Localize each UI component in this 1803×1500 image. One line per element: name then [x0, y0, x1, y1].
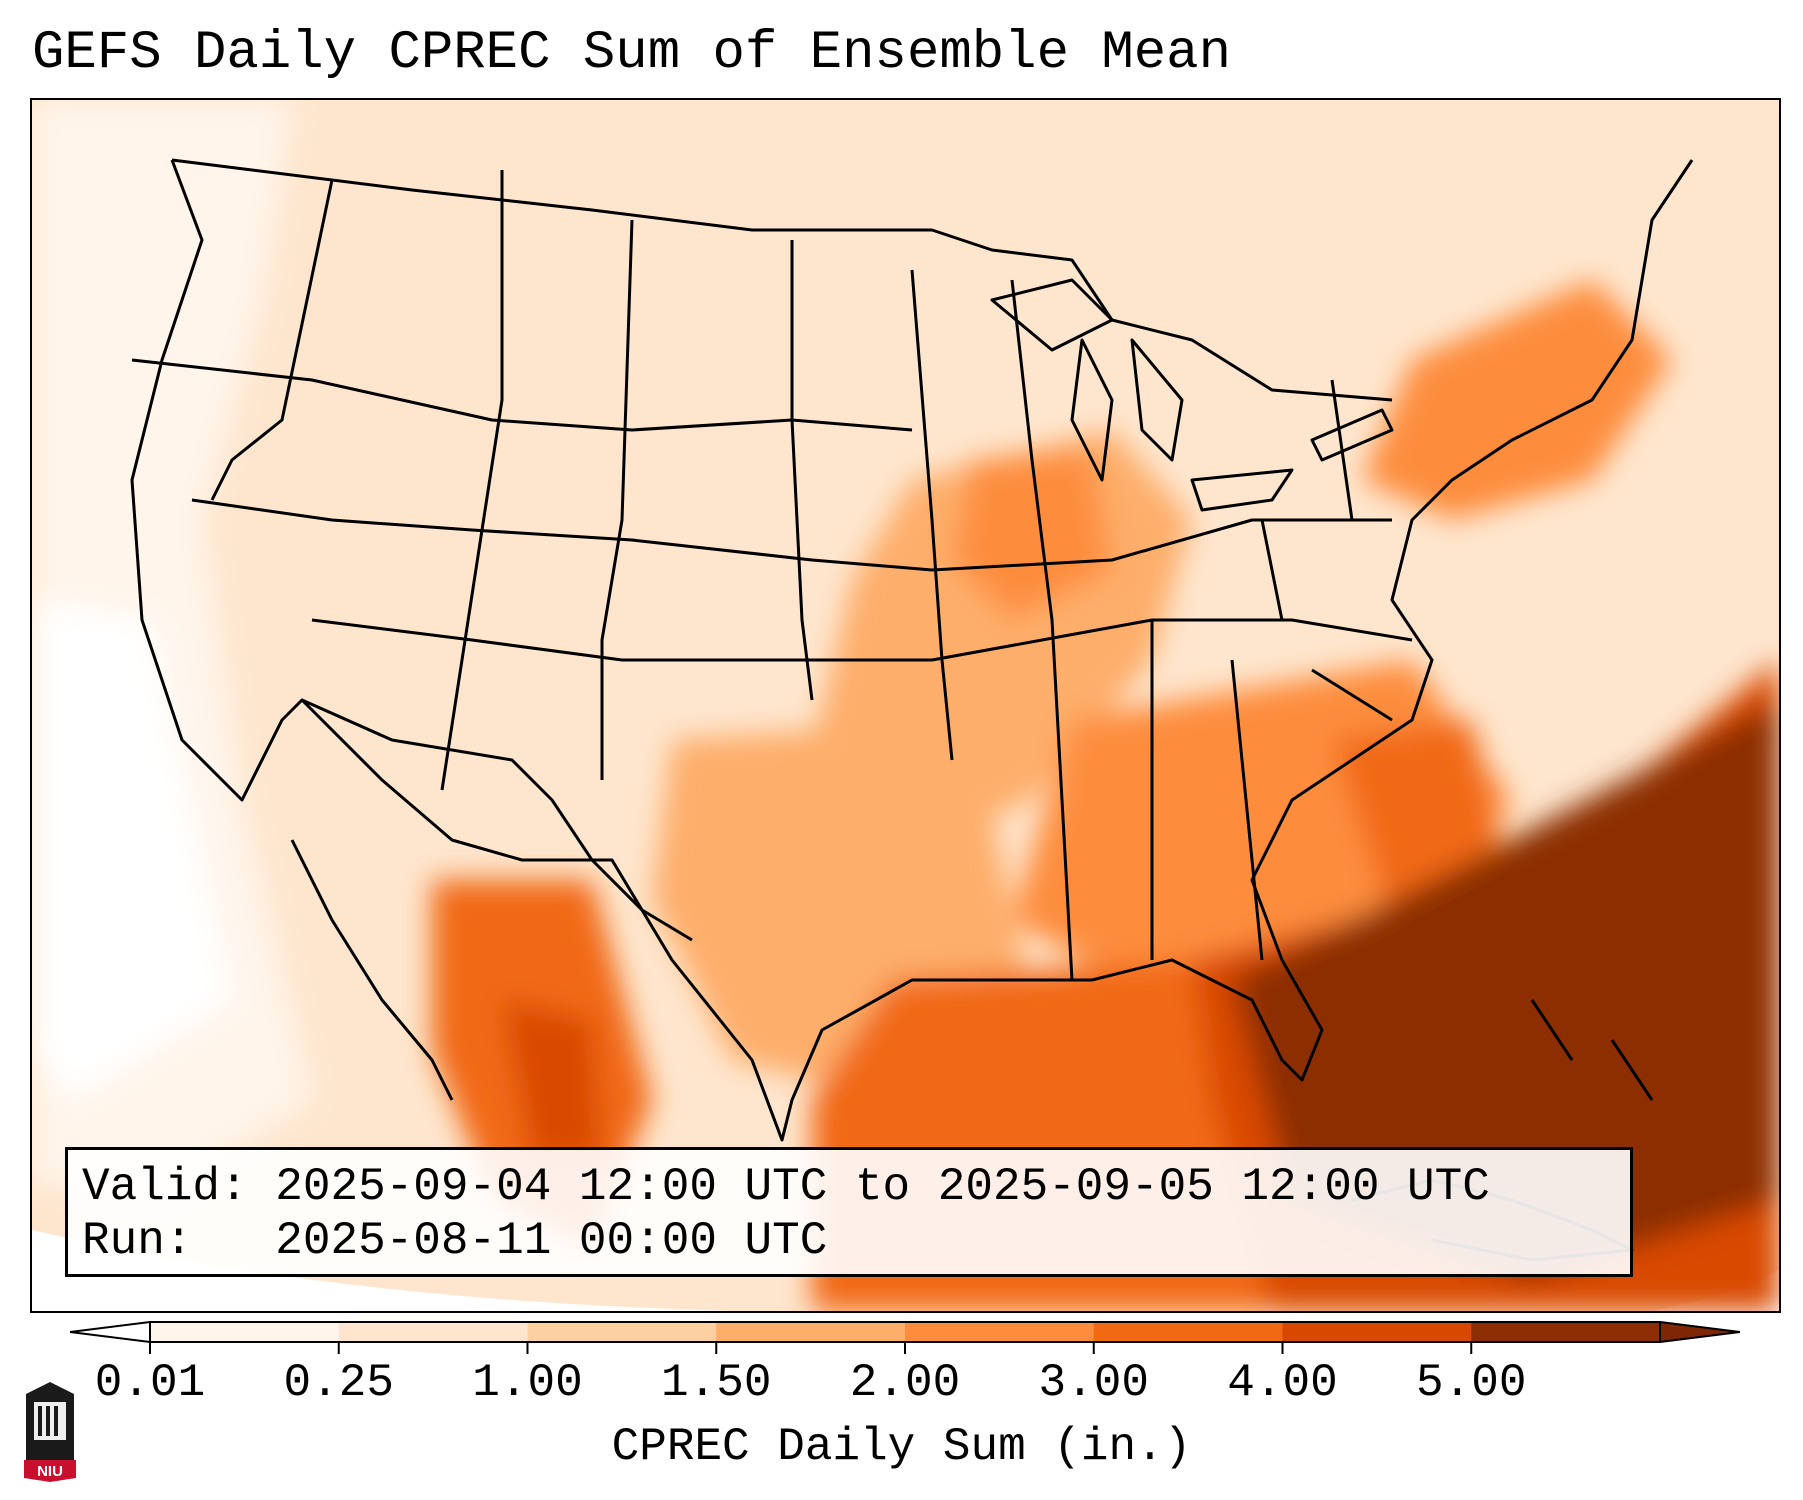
colorbar-segment: [527, 1322, 717, 1342]
info-box: Valid: 2025-09-04 12:00 UTC to 2025-09-0…: [65, 1147, 1633, 1277]
northeast-region: [1362, 280, 1672, 520]
chart-title: GEFS Daily CPREC Sum of Ensemble Mean: [32, 23, 1231, 84]
boundaries: [130, 158, 1694, 1262]
precipitation-map: [32, 100, 1779, 1311]
colorbar-tick-label: 0.25: [283, 1357, 394, 1409]
colorbar-segment: [1282, 1322, 1472, 1342]
colorbar-tick-label: 3.00: [1038, 1357, 1149, 1409]
run-value: 2025-08-11 00:00 UTC: [275, 1215, 828, 1267]
colorbar-segment: [1093, 1322, 1283, 1342]
colorbar-tick-label: 0.01: [94, 1357, 206, 1409]
valid-row: Valid: 2025-09-04 12:00 UTC to 2025-09-0…: [82, 1160, 1616, 1214]
pacific-white-region: [32, 600, 232, 1100]
colorbar-tick-label: 4.00: [1227, 1357, 1338, 1409]
colorbar-tick-label: 1.50: [661, 1357, 772, 1409]
colorbar-tick-label: 2.00: [849, 1357, 961, 1409]
colorbar-label: CPREC Daily Sum (in.): [611, 1421, 1192, 1473]
map-panel: [30, 98, 1781, 1313]
colorbar-over-arrow: [1659, 1320, 1740, 1344]
niu-logo: NIU: [24, 1382, 76, 1482]
atlantic-core: [1232, 700, 1779, 1280]
colorbar-segment: [1471, 1322, 1661, 1342]
domain-edge-sw: [32, 1230, 732, 1311]
colorbar-tick-label: 1.00: [472, 1357, 583, 1409]
iowa-core: [952, 450, 1112, 620]
colorbar-tick-label: 5.00: [1416, 1357, 1527, 1409]
mexico-border-icon: [301, 698, 693, 942]
colorbar-segment: [338, 1322, 528, 1342]
sierra-madre-core: [502, 1000, 602, 1160]
colorbar-segment: [905, 1322, 1095, 1342]
logo-text: NIU: [37, 1463, 63, 1480]
run-label: Run:: [82, 1215, 193, 1267]
colorbar-segment: [716, 1322, 906, 1342]
valid-label: Valid:: [82, 1161, 248, 1213]
colorbar-segment: [150, 1322, 340, 1342]
valid-value: 2025-09-04 12:00 UTC to 2025-09-05 12:00…: [275, 1161, 1490, 1213]
canada-border-icon: [171, 158, 1393, 402]
colorbar-under-arrow: [70, 1320, 151, 1344]
logo-banner: [24, 1460, 76, 1482]
run-row: Run: 2025-08-11 00:00 UTC: [82, 1214, 1616, 1268]
colorbar: [70, 1320, 1740, 1354]
us-outline-icon: [130, 159, 1694, 1142]
